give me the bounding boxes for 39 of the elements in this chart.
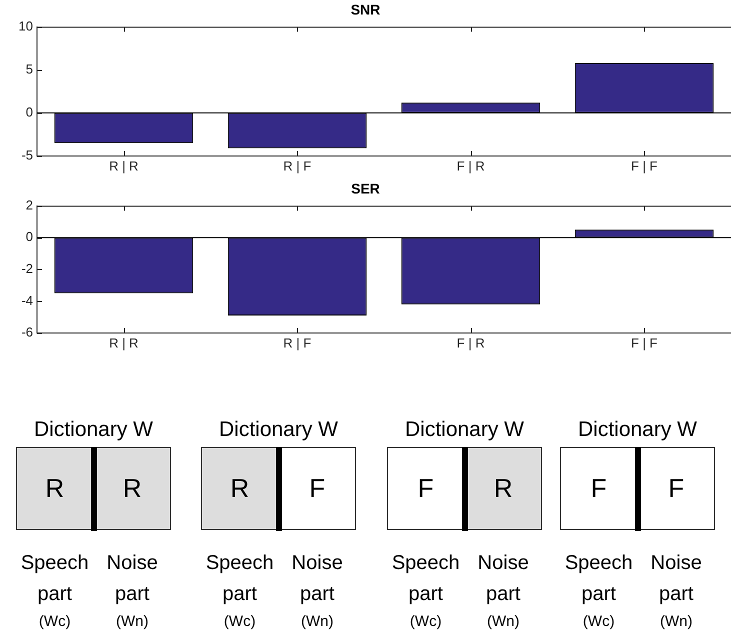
category-label: R <box>494 472 513 504</box>
x-tick-label: F | R <box>456 335 485 350</box>
y-tick-label: 2 <box>26 197 33 212</box>
text: Noise part (Wn) <box>106 551 158 632</box>
y-tick-label: 0 <box>26 104 33 120</box>
category-label: F <box>590 472 607 504</box>
y-tick-label: -4 <box>21 292 33 308</box>
x-tick-label: F | F <box>631 335 658 350</box>
x-tick-label: R | R <box>109 335 138 350</box>
y-tick-label: -2 <box>21 260 33 276</box>
category-label: R <box>122 472 142 504</box>
x-tick-label: R | F <box>283 158 312 174</box>
category-label: R <box>45 472 64 504</box>
text: Speech part (Wc) <box>206 551 274 632</box>
text: Noise part (Wn) <box>650 551 702 632</box>
x-tick-label: R | R <box>109 158 138 174</box>
chart-title: SER <box>351 180 380 196</box>
text: Dictionary W <box>218 418 338 442</box>
text: Noise part (Wn) <box>478 551 529 632</box>
text: Speech part (Wc) <box>20 551 89 632</box>
text: Dictionary W <box>404 418 524 442</box>
text: Dictionary W <box>578 418 698 442</box>
category-label: F <box>309 472 326 504</box>
text: Speech part (Wc) <box>564 551 633 632</box>
y-tick-label: -6 <box>21 324 33 340</box>
y-tick-label: 0 <box>26 229 33 244</box>
y-tick-label: -5 <box>21 148 33 163</box>
chart-title: SNR <box>350 1 380 18</box>
x-tick-label: F | F <box>631 158 658 174</box>
x-tick-label: F | R <box>456 158 485 174</box>
text: Dictionary W <box>34 418 154 442</box>
x-tick-label: R | F <box>283 335 312 350</box>
y-tick-label: 10 <box>18 18 33 34</box>
text: Speech part (Wc) <box>392 551 460 632</box>
text: Noise part (Wn) <box>292 551 343 632</box>
category-label: F <box>418 472 434 504</box>
category-label: F <box>668 472 684 504</box>
y-tick-label: 5 <box>26 61 33 76</box>
category-label: R <box>230 472 250 504</box>
